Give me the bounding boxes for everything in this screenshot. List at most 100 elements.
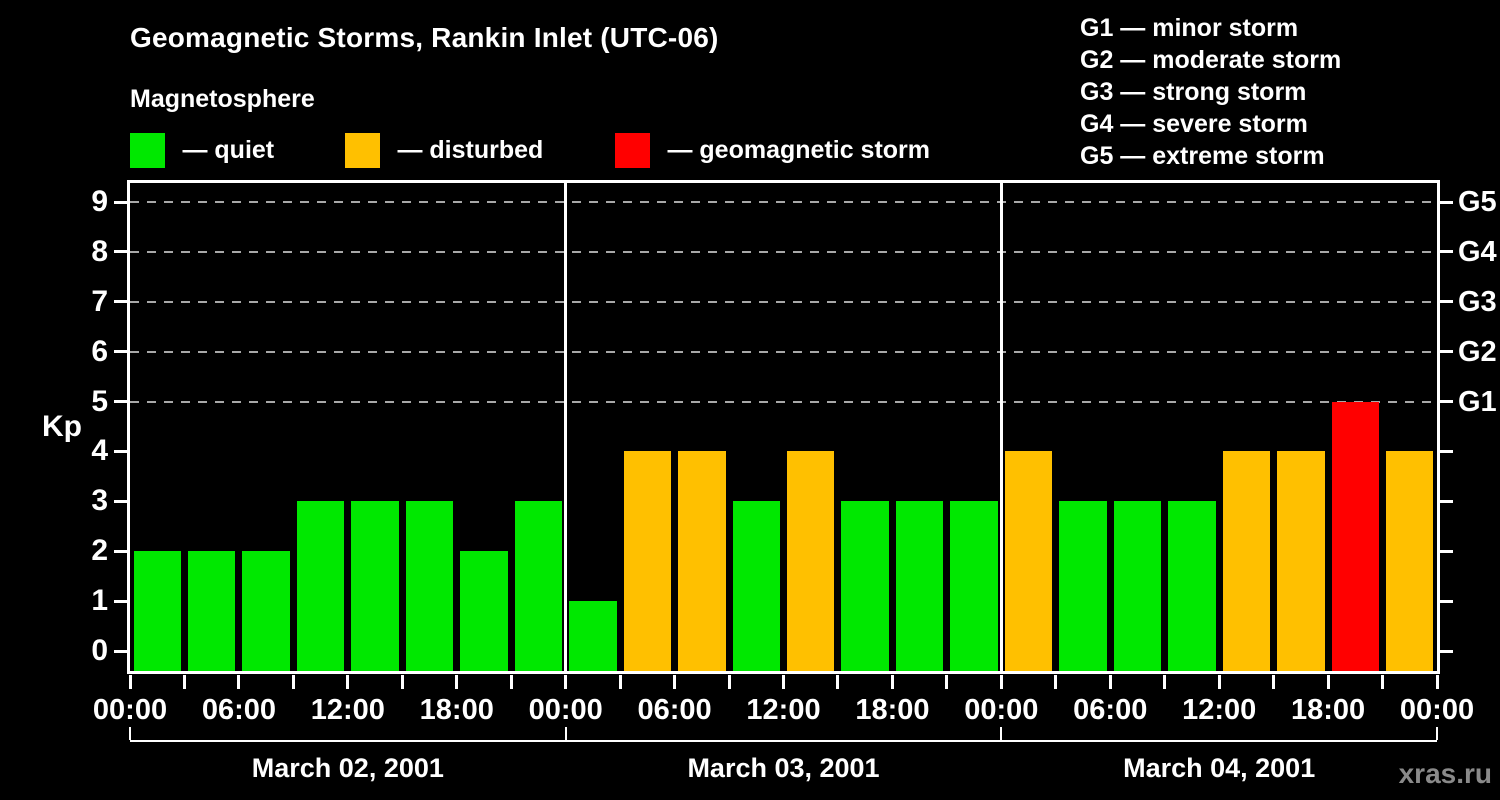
y-axis-tick — [114, 250, 127, 254]
x-axis-tick — [237, 675, 241, 689]
y-axis-tick-label: 4 — [91, 434, 108, 468]
date-label: March 02, 2001 — [251, 753, 444, 783]
kp-bar — [569, 601, 617, 671]
right-axis-tick — [1440, 300, 1453, 304]
x-axis-tick — [1108, 675, 1112, 689]
g-level-label-g3: G3 — [1458, 285, 1497, 318]
gridline-kp8 — [130, 250, 1437, 253]
x-axis-tick — [400, 675, 404, 689]
x-axis-tick — [727, 675, 731, 689]
right-axis-tick — [1440, 599, 1453, 603]
storm-color-swatch — [615, 133, 650, 168]
kp-bar — [351, 501, 399, 671]
x-axis-time-label: 12:00 — [1182, 694, 1257, 726]
x-axis-tick — [1163, 675, 1167, 689]
kp-bar — [950, 501, 998, 671]
kp-bar — [787, 451, 835, 671]
x-axis-tick — [836, 675, 840, 689]
x-axis-tick — [346, 675, 350, 689]
y-axis-title: Kp — [42, 410, 82, 443]
gridline-kp5 — [130, 400, 1437, 403]
x-axis-time-label: 12:00 — [746, 694, 821, 726]
kp-bar — [678, 451, 726, 671]
y-axis-tick-label: 8 — [91, 234, 108, 268]
y-axis-tick-label: 9 — [91, 185, 108, 218]
y-axis-tick — [114, 449, 127, 453]
disturbed-color-swatch — [345, 133, 380, 168]
x-axis-time-label: 00:00 — [1399, 694, 1475, 726]
kp-bar — [1222, 451, 1271, 671]
g1-legend-line: G1 — minor storm — [1080, 14, 1299, 42]
gridline-kp9 — [130, 201, 1437, 203]
kp-bar — [623, 451, 672, 671]
x-axis-tick — [945, 675, 949, 689]
x-axis-tick — [509, 675, 513, 689]
kp-bar — [460, 551, 508, 671]
kp-bar — [1168, 501, 1216, 671]
g-scale-legend: G1 — minor storm G2 — moderate storm G3 … — [1080, 12, 1341, 172]
right-axis-tick — [1440, 649, 1453, 653]
x-axis-tick — [673, 675, 677, 689]
y-axis-tick-label: 2 — [91, 534, 108, 568]
g-level-label-g5: G5 — [1458, 186, 1497, 218]
kp-bar — [1277, 451, 1325, 671]
g2-legend-line: G2 — moderate storm — [1080, 46, 1342, 74]
x-axis-time-label: 06:00 — [637, 694, 712, 726]
x-axis-time-label: 00:00 — [528, 694, 603, 726]
gridline-kp7 — [130, 300, 1437, 303]
x-axis-tick — [999, 675, 1003, 689]
x-axis-tick — [618, 675, 622, 689]
g-level-label-g4: G4 — [1458, 235, 1497, 268]
g-level-label-g2: G2 — [1458, 335, 1497, 368]
y-axis-tick-label: 0 — [91, 634, 108, 667]
right-axis-tick — [1440, 250, 1453, 254]
legend-label-disturbed: — disturbed — [397, 136, 544, 164]
x-axis-time-label: 00:00 — [964, 694, 1039, 726]
x-axis-tick — [564, 675, 568, 689]
kp-bar — [514, 501, 563, 671]
y-axis-tick-label: 3 — [91, 484, 108, 518]
watermark: xras.ru — [1398, 758, 1492, 789]
y-axis-tick — [114, 300, 127, 304]
right-axis-tick — [1440, 499, 1453, 503]
x-axis-tick — [128, 675, 132, 689]
chart-subtitle: Magnetosphere — [130, 85, 315, 113]
y-axis-tick-label: 1 — [91, 584, 108, 618]
y-axis-tick — [114, 200, 127, 204]
x-axis-tick — [455, 675, 459, 689]
gridline-kp6 — [130, 350, 1437, 353]
kp-bar — [1059, 501, 1107, 671]
x-axis-tick — [890, 675, 894, 689]
kp-bar — [895, 501, 944, 671]
x-axis-time-label: 18:00 — [855, 694, 930, 726]
x-axis-tick — [1381, 675, 1385, 689]
x-axis-tick — [1272, 675, 1276, 689]
x-axis-tick — [1054, 675, 1058, 689]
legend-label-quiet: — quiet — [182, 136, 275, 164]
right-axis-tick — [1440, 400, 1453, 404]
x-axis-tick — [782, 675, 785, 689]
kp-bar — [187, 551, 236, 671]
date-label: March 04, 2001 — [1123, 753, 1316, 783]
date-label: March 03, 2001 — [687, 753, 880, 783]
kp-bar — [405, 501, 454, 671]
kp-bar — [242, 551, 290, 671]
kp-bar — [296, 501, 345, 671]
kp-bar — [133, 551, 181, 671]
y-axis-tick — [114, 350, 127, 354]
right-axis-tick — [1440, 449, 1453, 453]
g4-legend-line: G4 — severe storm — [1080, 110, 1308, 138]
x-axis-tick — [182, 675, 186, 689]
kp-bar — [1004, 451, 1053, 671]
g5-legend-line: G5 — extreme storm — [1080, 142, 1325, 170]
x-axis-tick — [291, 675, 295, 689]
day-separator — [999, 183, 1003, 671]
right-axis-tick — [1440, 350, 1453, 354]
y-axis-tick — [114, 549, 127, 553]
plot-area — [127, 180, 1440, 674]
legend-item-quiet: — quiet — [130, 133, 274, 168]
y-axis-tick — [114, 499, 127, 503]
date-bracket-tick — [1436, 727, 1438, 740]
day-separator — [564, 183, 568, 671]
x-axis-time-label: 06:00 — [1073, 694, 1148, 726]
